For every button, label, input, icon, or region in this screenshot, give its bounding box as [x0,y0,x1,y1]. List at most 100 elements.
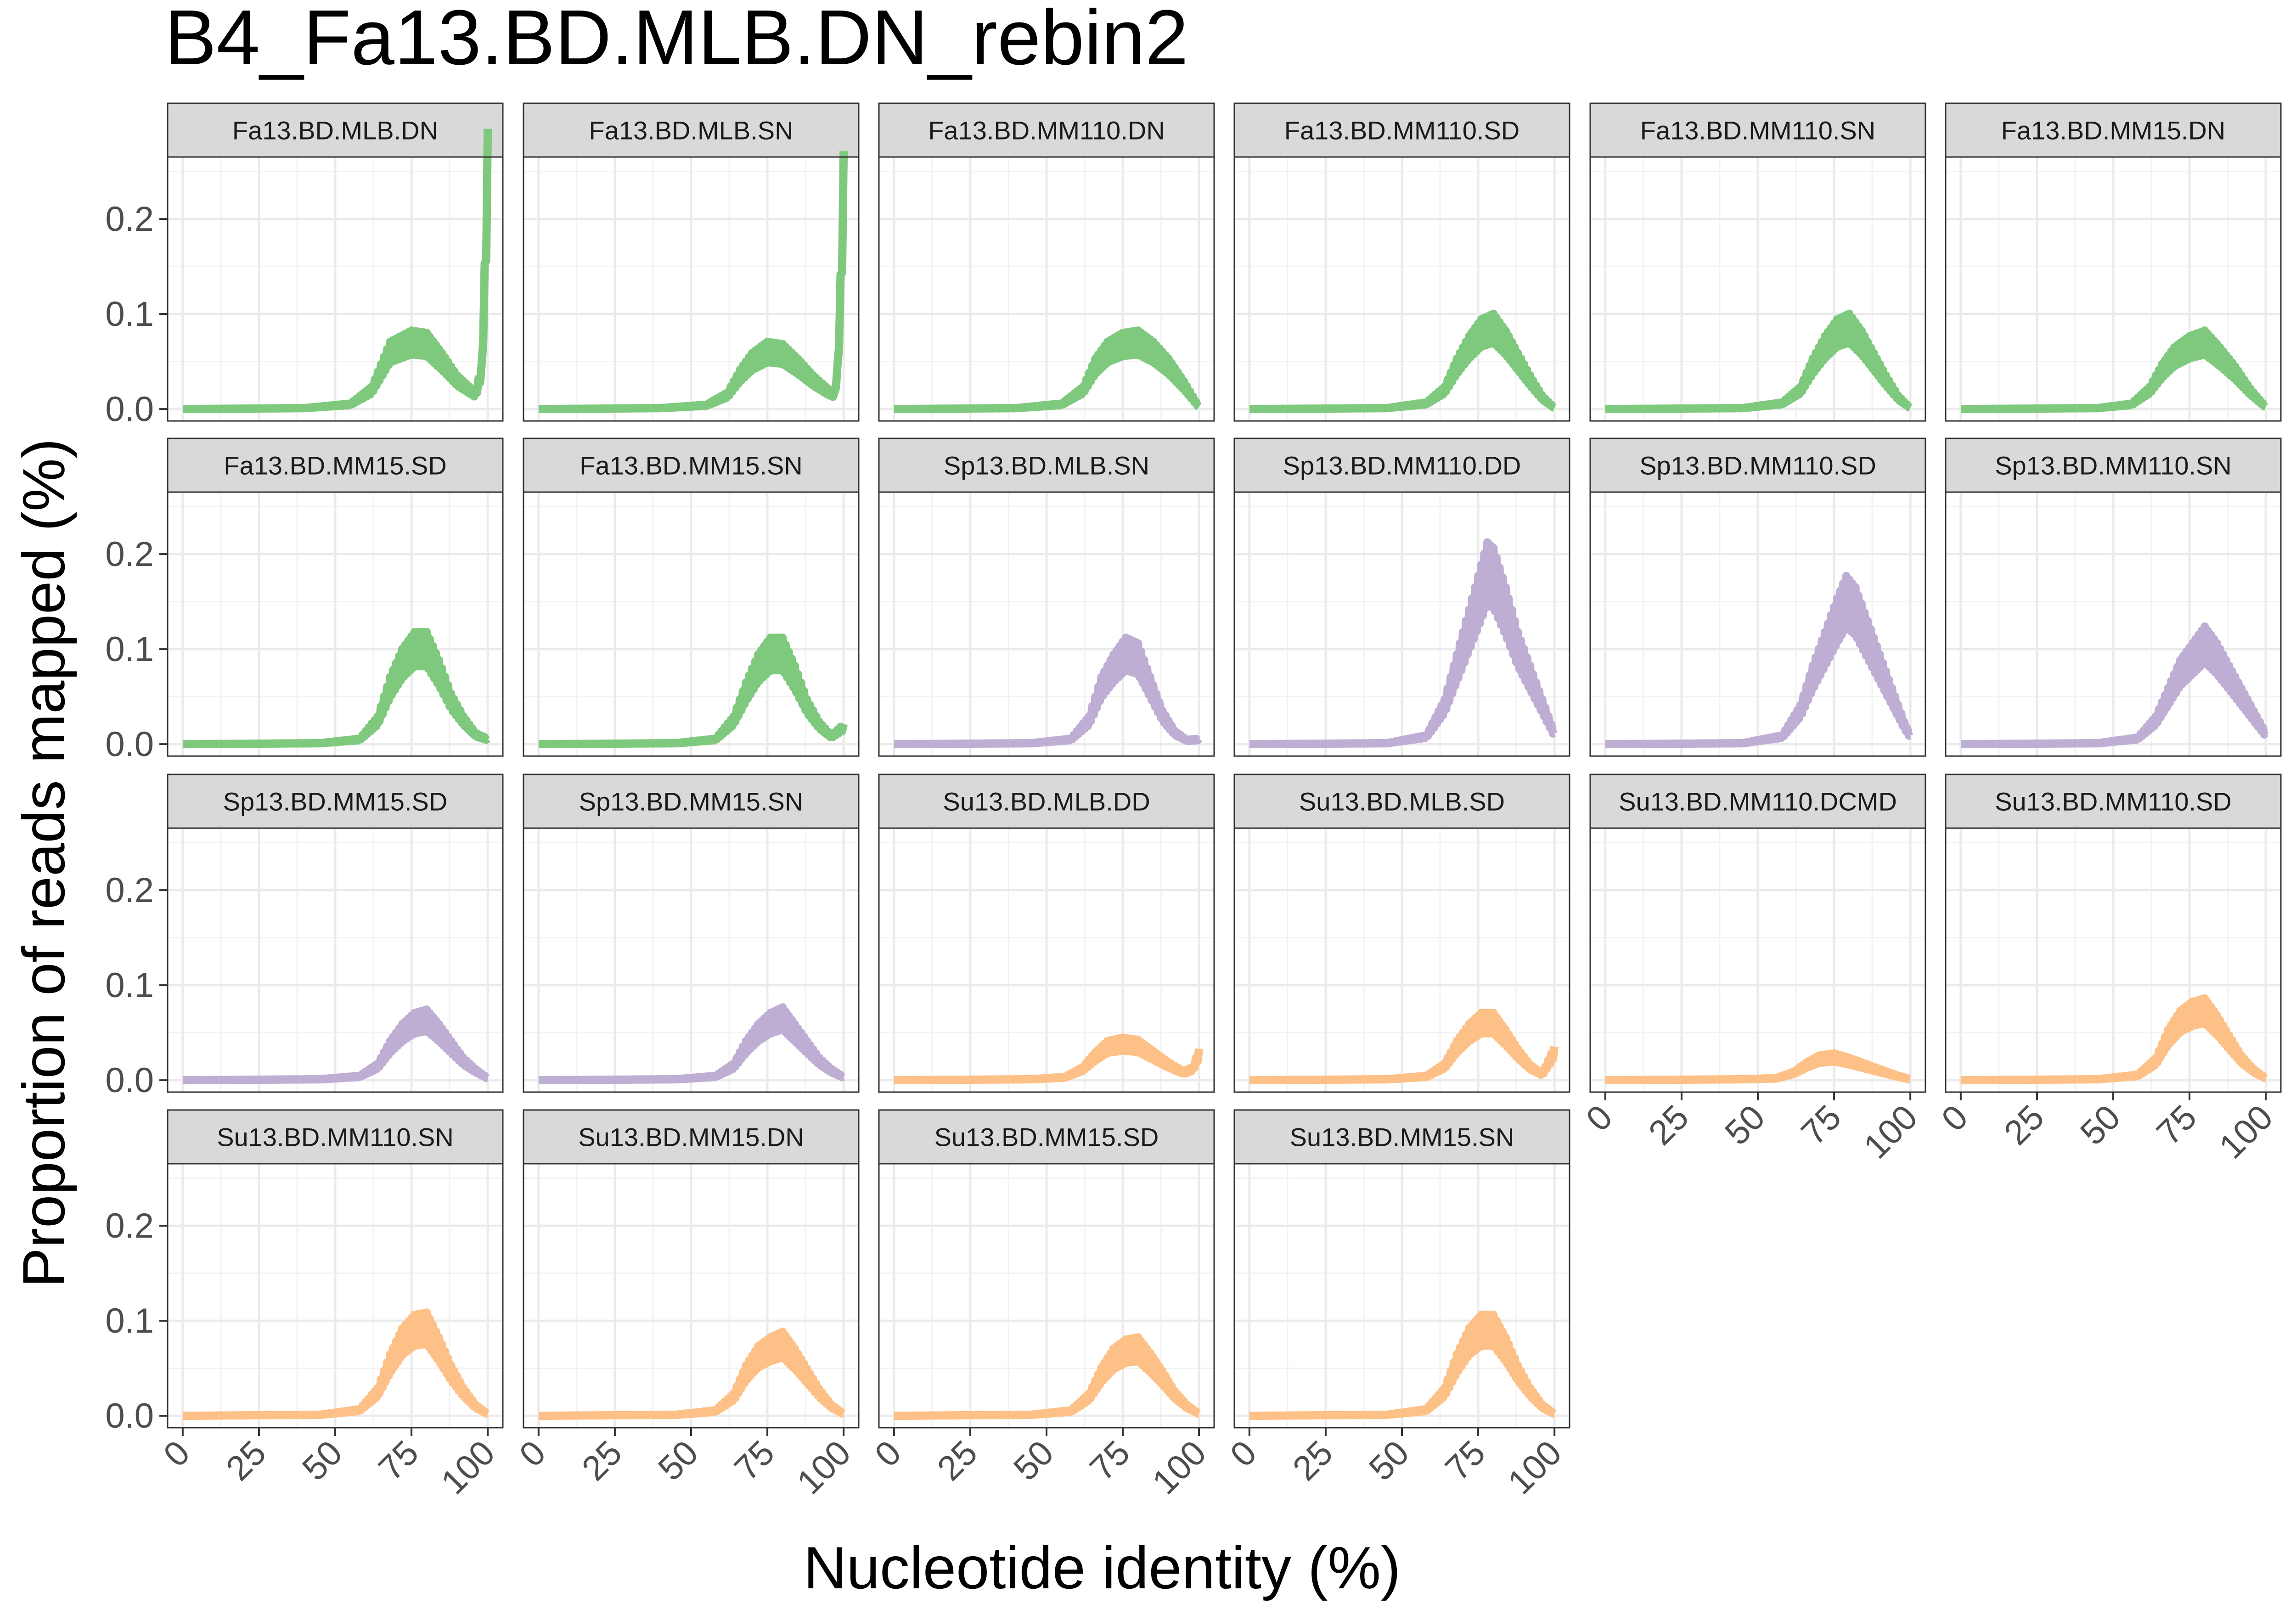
facet-strip-label: Fa13.BD.MLB.SN [589,116,793,145]
facet-strip [1233,437,1570,493]
facet-strip [1945,774,2282,829]
panel-border [1233,156,1570,422]
series-line [1958,326,2268,414]
series-line [536,1003,846,1085]
facet-strip-label: Fa13.BD.MM110.DN [928,116,1165,145]
series-line [536,634,848,749]
series-line [180,1308,490,1420]
facet-strip-label: Su13.BD.MLB.DD [943,787,1150,816]
facet-strip [523,437,860,493]
facet-panel: Sp13.BD.MM15.SN [523,774,860,1093]
facet-strip [1589,774,1926,829]
y-tick-label: 0.1 [105,1301,154,1340]
facet-strip [167,437,504,493]
facet-strip-label: Sp13.BD.MM15.SD [223,787,448,816]
facet-strip [878,437,1215,493]
panel-border [878,156,1215,422]
facet-panel: Su13.BD.MM15.DN0 25 50 75 100 [512,1109,860,1502]
facet-strip [1945,102,2282,158]
series-line [180,628,490,749]
facet-panels: Fa13.BD.MLB.DN 0.0 0.1 0.2 Fa13.BD.MLB.SN Fa1… [105,102,2282,1502]
y-tick-label: 0.0 [105,390,154,429]
facet-strip [1233,774,1570,829]
panel-border [878,827,1215,1093]
facet-strip [523,1109,860,1165]
facet-panel: Sp13.BD.MM110.SN [1945,437,2282,757]
panel-border [1589,491,1926,757]
facet-panel: Su13.BD.MM110.SD0 25 50 75 100 [1934,774,2282,1166]
x-axis-title: Nucleotide identity (%) [804,1534,1401,1601]
facet-strip-label: Su13.BD.MM15.DN [578,1123,804,1152]
facet-panel: Sp13.BD.MLB.SN [878,437,1215,757]
panel-border [167,491,504,757]
facet-panel: Sp13.BD.MM15.SD 0.0 0.1 0.2 [105,774,504,1100]
y-tick-label: 0.2 [105,200,154,239]
panel-border [523,156,860,422]
facet-strip-label: Sp13.BD.MLB.SN [944,451,1149,480]
series-line [536,151,848,414]
facet-strip-label: Fa13.BD.MM15.DN [2001,116,2226,145]
facet-strip-label: Sp13.BD.MM110.SD [1639,451,1876,480]
series-line [1247,309,1557,414]
facet-strip-label: Fa13.BD.MLB.DN [232,116,438,145]
facet-strip-label: Su13.BD.MM15.SD [934,1123,1159,1152]
series-line [891,1033,1204,1085]
panel-border [167,827,504,1093]
series-line [1247,538,1557,749]
facet-strip-label: Sp13.BD.MM110.DD [1283,451,1521,480]
y-tick-label: 0.0 [105,1396,154,1435]
facet-strip [167,774,504,829]
series-line [1603,572,1913,749]
y-axis-title: Proportion of reads mapped (%) [10,438,77,1288]
facet-strip [878,1109,1215,1165]
facet-panel: Su13.BD.MLB.DD [878,774,1215,1093]
y-tick-label: 0.2 [105,871,154,910]
facet-panel: Su13.BD.MM15.SN0 25 50 75 100 [1223,1109,1570,1502]
facet-panel: Sp13.BD.MM110.DD [1233,437,1570,757]
facet-strip-label: Sp13.BD.MM15.SN [579,787,804,816]
y-tick-label: 0.1 [105,630,154,669]
facet-panel: Fa13.BD.MM15.SN [523,437,860,757]
facet-panel: Fa13.BD.MM15.SD 0.0 0.1 0.2 [105,437,504,764]
series-line [536,1327,846,1420]
series-line [1958,622,2269,749]
facet-strip-label: Fa13.BD.MM110.SN [1640,116,1875,145]
series-line [1603,1049,1913,1085]
series-line [180,129,492,414]
panel-border [1589,156,1926,422]
panel-border [1233,827,1570,1093]
panel-border [1945,491,2282,757]
series-line [1247,1311,1557,1420]
panel-border [523,827,860,1093]
series-line [180,1005,490,1085]
facet-strip-label: Su13.BD.MM110.SN [217,1123,454,1152]
y-tick-label: 0.2 [105,535,154,574]
facet-panel: Fa13.BD.MLB.DN 0.0 0.1 0.2 [105,102,504,429]
facet-panel: Fa13.BD.MM110.DN [878,102,1215,422]
facet-strip-label: Sp13.BD.MM110.SN [1995,451,2232,480]
facet-strip [1233,102,1570,158]
series-line [891,634,1203,749]
y-tick-label: 0.0 [105,1061,154,1100]
facet-panel: Fa13.BD.MM110.SN [1589,102,1926,422]
facet-panel: Fa13.BD.MLB.SN [523,102,860,422]
panel-border [523,491,860,757]
facet-strip-label: Fa13.BD.MM15.SN [580,451,803,480]
panel-border [878,491,1215,757]
facet-strip-label: Su13.BD.MM110.SD [1995,787,2232,816]
facet-strip-label: Su13.BD.MM110.DCMD [1619,787,1897,816]
series-line [1247,1009,1559,1085]
series-line [1603,309,1913,414]
facet-strip-label: Su13.BD.MLB.SD [1299,787,1505,816]
facet-strip [1589,437,1926,493]
chart-title: B4_Fa13.BD.MLB.DN_rebin2 [164,0,1188,81]
panel-border [167,156,504,422]
y-tick-label: 0.0 [105,725,154,764]
panel-border [1945,156,2282,422]
series-line [891,1333,1202,1420]
panel-border [1233,491,1570,757]
facet-panel: Su13.BD.MLB.SD [1233,774,1570,1093]
series-line [891,326,1202,414]
